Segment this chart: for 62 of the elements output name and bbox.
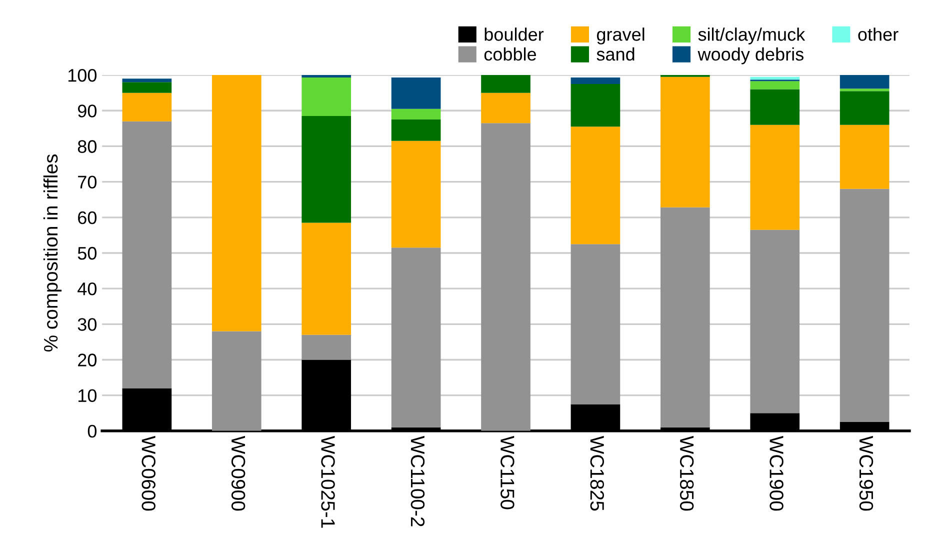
bar	[122, 78, 172, 82]
bar	[570, 84, 620, 127]
bar	[570, 78, 620, 84]
x-tick-label: WC1825	[590, 436, 604, 511]
bar	[391, 120, 441, 141]
bar	[840, 91, 890, 125]
x-tick-label: WC0900	[231, 436, 246, 511]
bar	[481, 75, 530, 93]
x-tick-label: WC1100-2	[410, 436, 425, 526]
y-axis-title: % composition in riffles	[43, 154, 62, 352]
bar	[302, 334, 352, 360]
bar	[122, 121, 172, 388]
bar	[750, 230, 800, 414]
y-tick-label: 40	[78, 282, 97, 296]
bar	[481, 92, 530, 124]
bar	[840, 88, 890, 92]
bar	[212, 331, 262, 431]
legend-label: sand	[596, 47, 634, 61]
x-tick-label: WC1150	[500, 436, 514, 510]
y-tick-label: 90	[78, 104, 97, 118]
y-tick-label: 20	[78, 354, 97, 366]
y-tick-label: 80	[78, 140, 97, 153]
legend-label: silt/clay/muck	[698, 28, 806, 44]
bar	[570, 244, 620, 404]
bar	[391, 248, 441, 428]
x-tick-label: WC1025-1	[321, 436, 335, 528]
bar	[302, 222, 352, 335]
legend-label: other	[858, 28, 898, 41]
x-tick-label: WC0600	[142, 436, 156, 511]
bar	[302, 75, 352, 78]
bar	[391, 78, 441, 109]
bar	[840, 75, 890, 89]
bar	[570, 126, 620, 244]
y-tick-label: 30	[78, 318, 97, 331]
legend-label: woody debris	[698, 47, 804, 64]
y-tick-label: 100	[68, 68, 97, 82]
bar	[391, 140, 441, 248]
legend-label: cobble	[484, 47, 536, 61]
y-tick-label: 0	[88, 424, 97, 438]
bar	[660, 207, 710, 428]
bar	[302, 116, 352, 223]
bar	[122, 82, 172, 93]
bar	[840, 124, 890, 189]
x-tick-label: WC1850	[680, 436, 694, 511]
bar	[481, 123, 530, 431]
y-tick-label: 60	[78, 211, 97, 224]
y-tick-label: 10	[78, 389, 97, 402]
x-tick-label: WC1900	[770, 436, 784, 511]
bar	[840, 188, 890, 422]
bar	[302, 78, 352, 116]
bar	[750, 89, 800, 125]
legend-label: boulder	[484, 28, 544, 41]
x-tick-label: WC1950	[859, 436, 874, 511]
legend-label: gravel	[596, 28, 644, 44]
bar	[122, 92, 172, 122]
y-tick-label: 70	[78, 176, 97, 189]
bar	[212, 75, 262, 332]
bar	[391, 108, 441, 120]
bar	[660, 76, 710, 208]
y-tick-label: 50	[78, 246, 97, 260]
bar	[750, 81, 800, 90]
bar	[750, 124, 800, 230]
